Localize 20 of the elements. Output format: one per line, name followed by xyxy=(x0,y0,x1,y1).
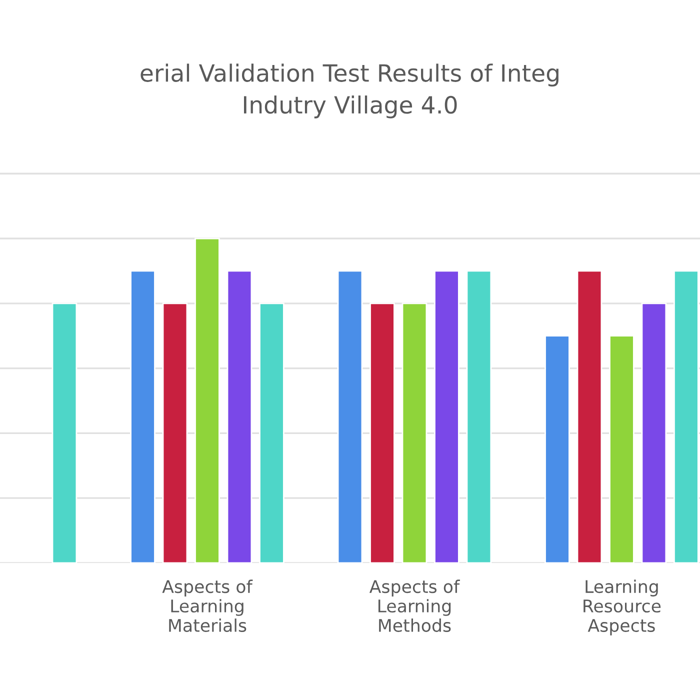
bar xyxy=(337,270,363,563)
x-tick-label: Learning Resource Aspects xyxy=(584,580,661,636)
bar xyxy=(162,302,188,563)
bar xyxy=(609,335,634,563)
bar xyxy=(226,270,252,563)
chart-title: erial Validation Test Results of Integ Indutry Village 4.0 xyxy=(140,64,558,118)
bar xyxy=(466,270,492,563)
bar xyxy=(402,302,428,563)
bar xyxy=(194,238,220,563)
bar xyxy=(259,302,284,563)
bar xyxy=(52,302,78,563)
bar xyxy=(370,302,395,563)
bar xyxy=(674,270,699,563)
bar xyxy=(434,270,460,563)
x-tick-label: Aspects of Learning Methods xyxy=(369,580,460,632)
bar xyxy=(641,302,667,563)
bar xyxy=(576,270,602,563)
bar xyxy=(544,335,570,563)
bar xyxy=(130,270,156,563)
x-tick-label: Aspects of Learning Materials xyxy=(162,580,253,632)
